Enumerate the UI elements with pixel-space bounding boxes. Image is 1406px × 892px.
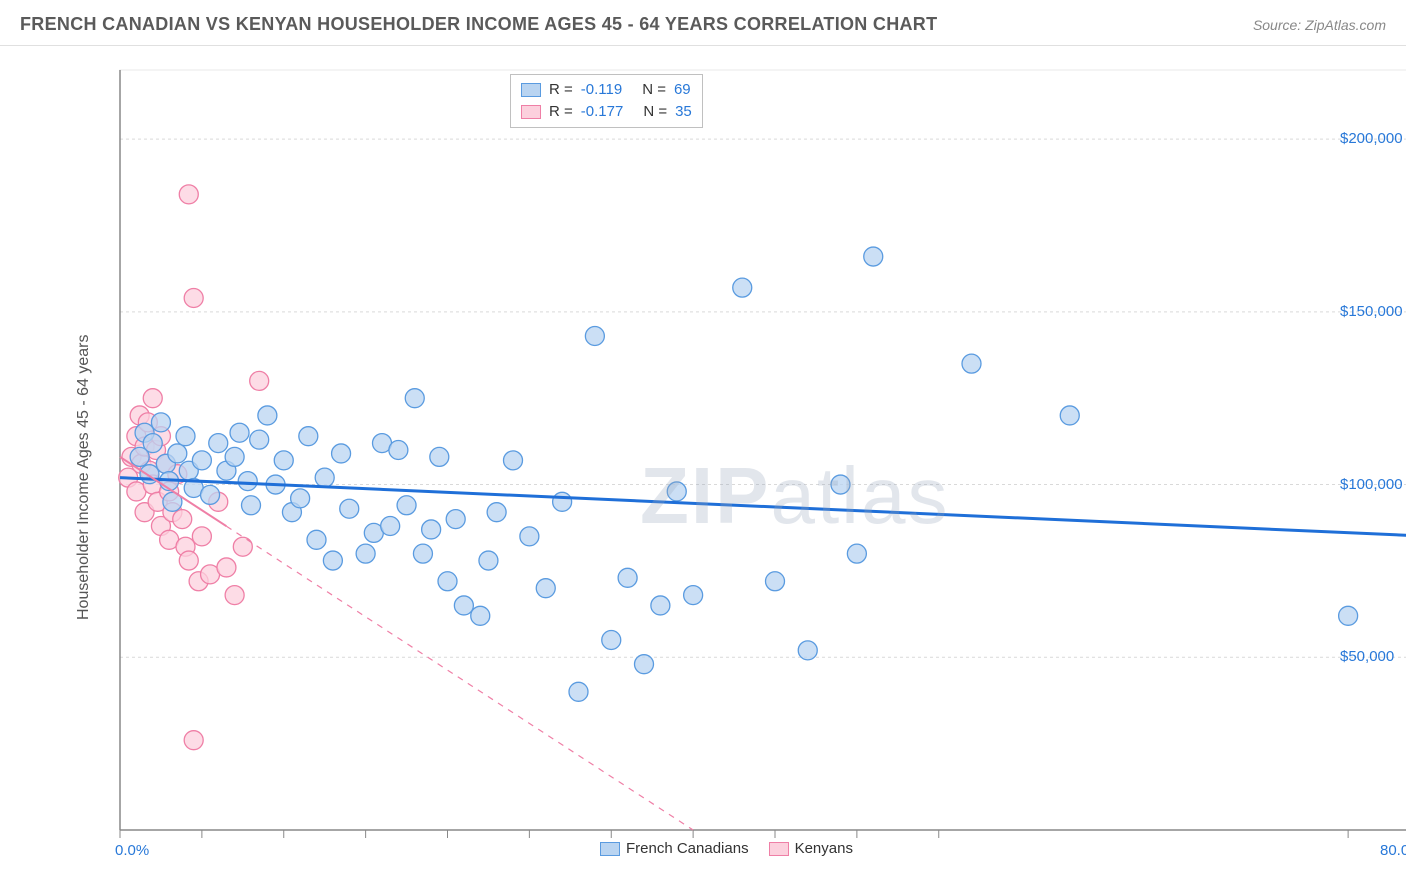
stat-n-label: N =	[643, 101, 667, 123]
legend-stats: R = -0.119 N = 69 R = -0.177 N = 35	[510, 74, 703, 128]
stat-n-value: 35	[675, 101, 692, 123]
chart-area: Householder Income Ages 45 - 64 years ZI…	[60, 60, 1380, 840]
legend-series-item: Kenyans	[769, 840, 853, 857]
chart-source: Source: ZipAtlas.com	[1253, 17, 1386, 33]
legend-swatch	[521, 105, 541, 119]
legend-series-label: Kenyans	[795, 840, 853, 857]
scatter-plot	[60, 60, 1406, 880]
legend-series: French Canadians Kenyans	[600, 840, 853, 857]
y-tick-label: $100,000	[1340, 476, 1403, 493]
x-axis-min-label: 0.0%	[115, 842, 149, 859]
y-tick-label: $200,000	[1340, 130, 1403, 147]
chart-header: FRENCH CANADIAN VS KENYAN HOUSEHOLDER IN…	[0, 0, 1406, 46]
legend-series-item: French Canadians	[600, 840, 749, 857]
y-tick-label: $150,000	[1340, 303, 1403, 320]
legend-swatch	[769, 842, 789, 856]
stat-r-label: R =	[549, 79, 573, 101]
y-tick-label: $50,000	[1340, 648, 1394, 665]
chart-title: FRENCH CANADIAN VS KENYAN HOUSEHOLDER IN…	[20, 14, 937, 35]
legend-series-label: French Canadians	[626, 840, 749, 857]
x-axis-max-label: 80.0%	[1380, 842, 1406, 859]
stat-r-value: -0.177	[581, 101, 624, 123]
legend-stats-row: R = -0.177 N = 35	[521, 101, 692, 123]
stat-n-value: 69	[674, 79, 691, 101]
stat-r-label: R =	[549, 101, 573, 123]
legend-stats-row: R = -0.119 N = 69	[521, 79, 692, 101]
stat-n-label: N =	[642, 79, 666, 101]
legend-swatch	[600, 842, 620, 856]
stat-r-value: -0.119	[581, 79, 622, 101]
legend-swatch	[521, 83, 541, 97]
